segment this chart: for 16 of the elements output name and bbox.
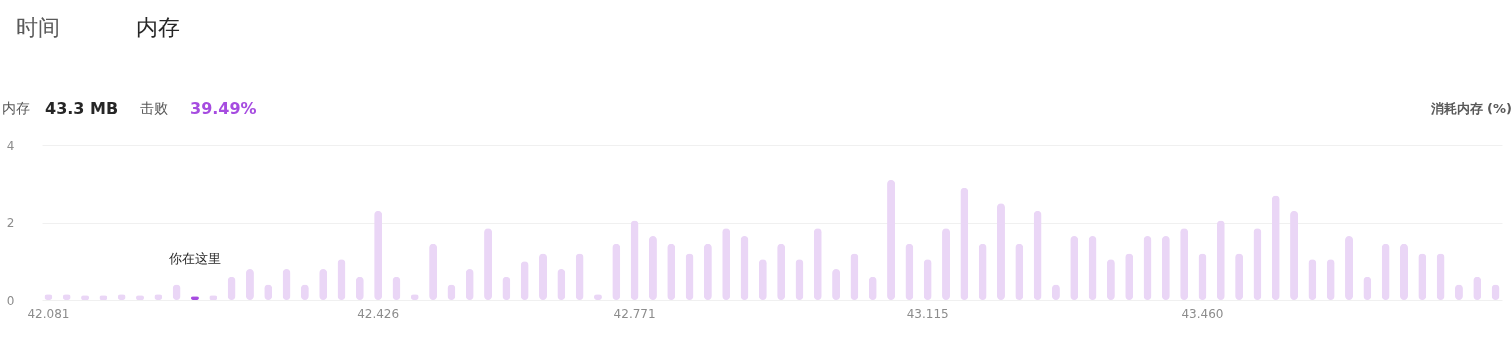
x-tick-label: 42.426 [357,306,400,321]
text: 39.49% [190,99,257,118]
text: 击败 [140,100,168,116]
x-tick-label: 43.460 [1181,306,1224,321]
text: 时间 [16,15,60,40]
text: 43.3 MB [45,99,119,118]
x-tick-label: 43.115 [906,306,949,321]
x-tick-label: 42.081 [27,306,70,321]
y-tick-label: 4 [6,138,15,153]
text: 内存 [136,15,180,40]
annotation: 你在这里 [167,251,221,267]
x-tick-label: 42.771 [613,306,656,321]
y-tick-label: 2 [6,216,15,230]
y-axis-title: 消耗内存 (%) [1429,101,1512,116]
y-tick-label: 0 [6,293,15,308]
text: 内存 [2,100,30,116]
